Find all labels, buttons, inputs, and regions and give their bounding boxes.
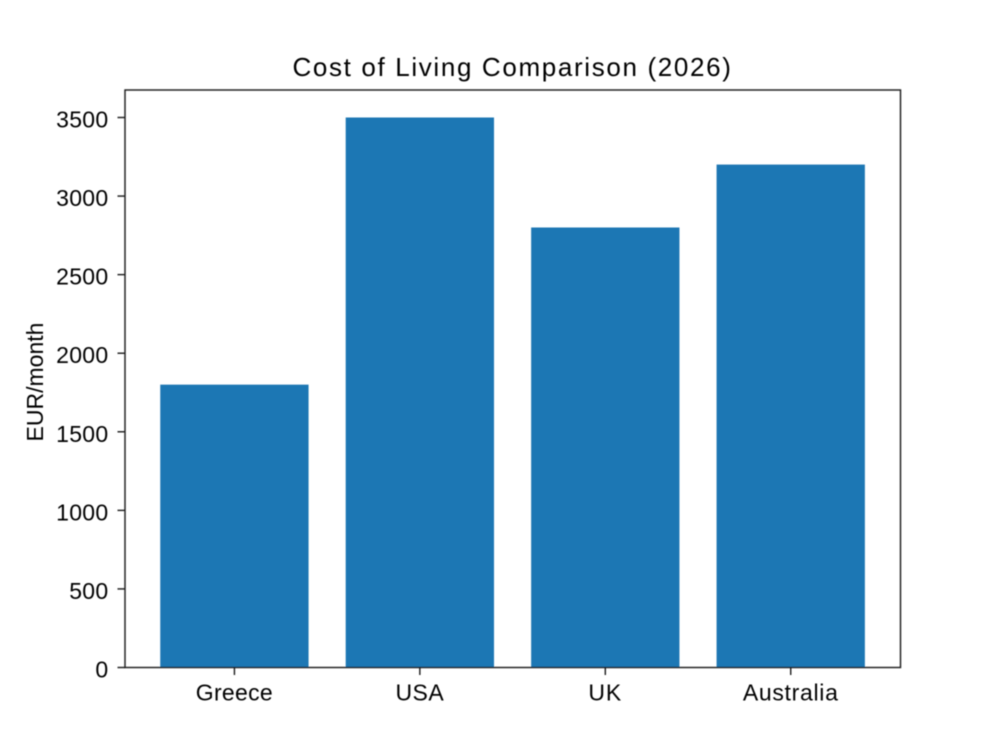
svg-text:2000: 2000 — [56, 342, 108, 368]
svg-text:2500: 2500 — [56, 264, 108, 290]
svg-text:Greece: Greece — [196, 680, 273, 706]
svg-text:1000: 1000 — [56, 499, 108, 525]
svg-text:3000: 3000 — [56, 185, 108, 211]
svg-text:EUR/month: EUR/month — [22, 323, 48, 442]
svg-text:USA: USA — [395, 680, 444, 706]
svg-text:Australia: Australia — [743, 680, 839, 706]
svg-text:3500: 3500 — [56, 107, 108, 133]
svg-text:Cost of Living Comparison (202: Cost of Living Comparison (2026) — [292, 52, 732, 82]
svg-text:500: 500 — [69, 578, 108, 604]
svg-text:UK: UK — [588, 680, 622, 706]
svg-text:0: 0 — [95, 657, 108, 683]
svg-text:1500: 1500 — [56, 421, 108, 447]
